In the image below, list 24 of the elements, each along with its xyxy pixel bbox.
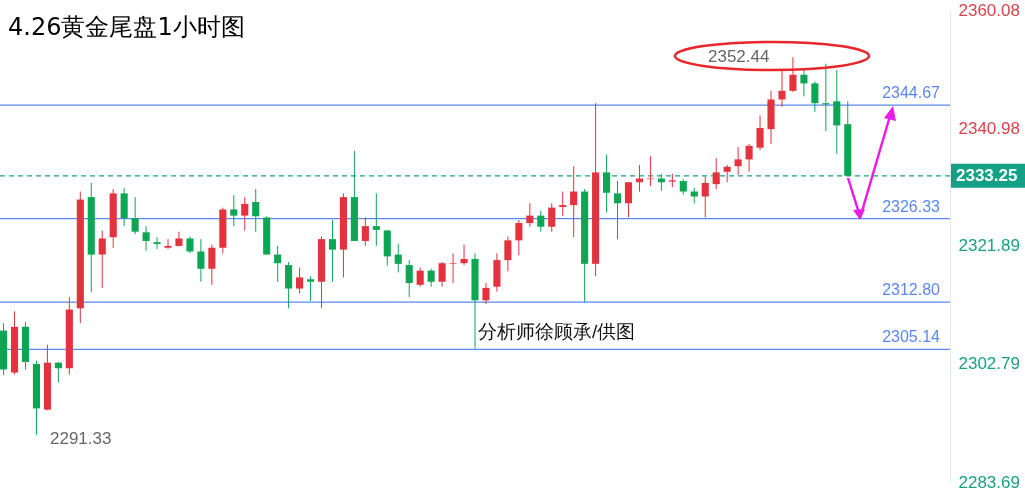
y-tick-label: 2283.69 — [958, 472, 1020, 492]
ref-line-label: 2333.25 — [956, 165, 1018, 185]
candlestick — [306, 275, 315, 302]
annotation: 2352.44 — [708, 47, 770, 66]
candlestick — [230, 194, 238, 227]
y-tick-label: 2360.08 — [958, 0, 1020, 20]
candlestick — [153, 236, 161, 250]
annotation: 2291.33 — [50, 429, 112, 448]
annotation: 分析师徐顾承/供图 — [478, 321, 636, 342]
ref-line-label: 2326.33 — [882, 197, 941, 215]
candlestick — [296, 267, 304, 294]
candlestick — [372, 192, 380, 247]
ref-line-label: 2312.80 — [882, 281, 941, 299]
candlestick — [668, 173, 676, 188]
candlestick — [164, 238, 172, 250]
chart-title: 4.26黄金尾盘1小时图 — [8, 13, 245, 41]
y-tick-label: 2302.79 — [958, 354, 1020, 374]
candlestick — [559, 191, 567, 217]
ref-line-label: 2344.67 — [882, 84, 941, 102]
candlestick — [175, 231, 183, 248]
y-tick-label: 2340.98 — [958, 118, 1020, 138]
candlestick — [449, 252, 457, 284]
y-tick-label: 2321.89 — [958, 236, 1020, 256]
ref-line-label: 2305.14 — [882, 328, 941, 346]
